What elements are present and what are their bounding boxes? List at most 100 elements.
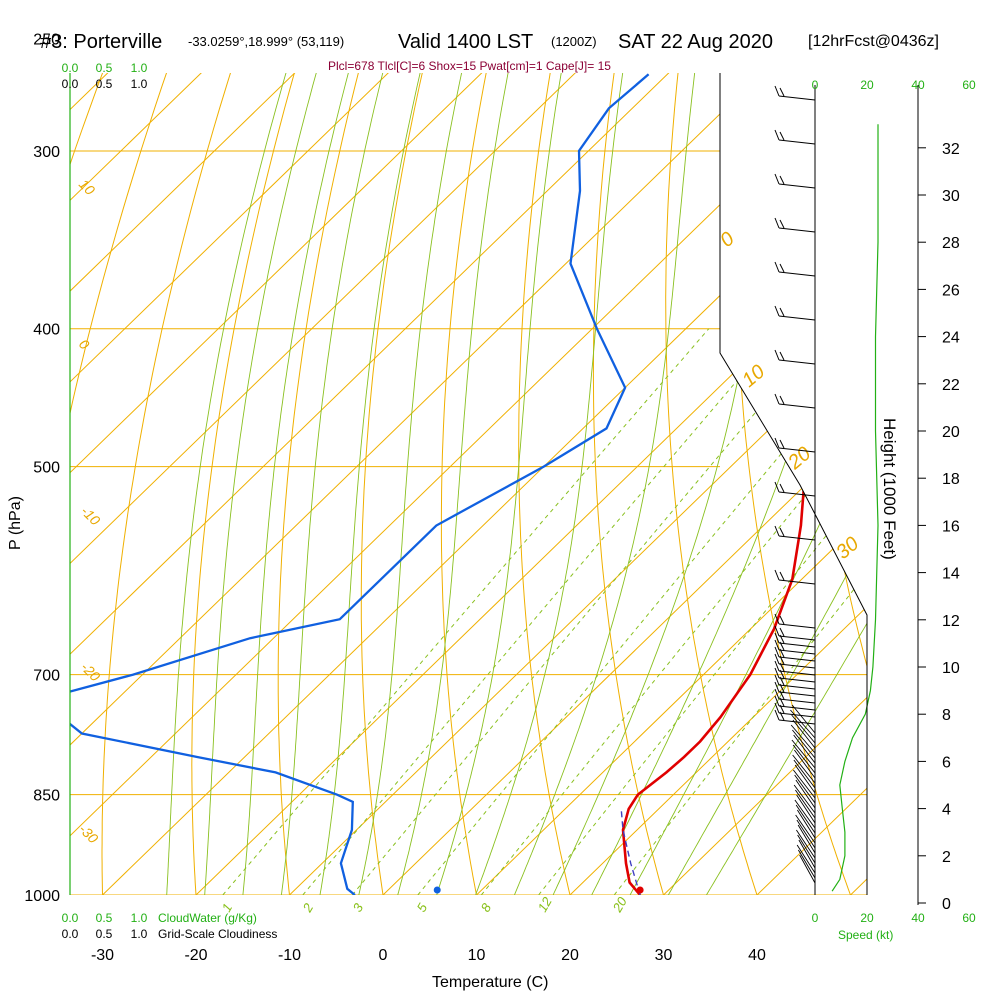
wind-barb-flag xyxy=(779,571,785,581)
wind-barb-flag xyxy=(774,702,780,714)
wind-barb-flag xyxy=(774,217,780,229)
moist-adiabat xyxy=(650,73,867,895)
speed-scale-bottom: 60 xyxy=(962,911,976,925)
height-tick-label: 10 xyxy=(942,660,960,677)
wind-barb-staff xyxy=(778,691,816,697)
wind-barb-staff xyxy=(778,403,816,409)
temperature-tick-label: -10 xyxy=(278,947,301,964)
wind-barb-staff xyxy=(778,677,816,683)
temperature-tick-label: 0 xyxy=(379,947,388,964)
wind-barb xyxy=(792,754,816,784)
wind-barb-staff xyxy=(793,769,816,799)
mixing-ratio-line xyxy=(351,328,827,895)
pressure-tick-label: 850 xyxy=(33,788,60,805)
moist-adiabat xyxy=(314,73,435,895)
wind-barb-staff xyxy=(796,829,816,859)
isotherm-line xyxy=(70,73,544,895)
wind-barb-flag xyxy=(779,395,785,405)
height-tick-label: 20 xyxy=(942,424,960,441)
isotherm-line xyxy=(258,73,867,895)
pressure-tick-label: 700 xyxy=(33,668,60,685)
isotherm-line xyxy=(70,73,357,895)
valid-time: Valid 1400 LST xyxy=(398,31,533,53)
wind-barb xyxy=(797,809,816,839)
wind-barb xyxy=(794,774,816,804)
wind-barb-flag xyxy=(774,85,780,97)
wind-barb-staff xyxy=(778,271,816,277)
wind-barb-staff xyxy=(778,698,816,704)
wind-barb-staff xyxy=(778,623,816,629)
wind-barb-staff xyxy=(797,834,816,864)
height-tick-label: 16 xyxy=(942,518,960,535)
wind-barb xyxy=(797,824,816,854)
cloudiness-scale-bottom: 0.5 xyxy=(96,927,113,941)
height-tick-label: 26 xyxy=(942,282,960,299)
wind-barb-staff xyxy=(795,789,816,819)
wind-barb-staff xyxy=(794,764,816,794)
speed-scale-top: 40 xyxy=(911,78,925,92)
dewpoint-line xyxy=(70,73,650,895)
wind-barb-flag xyxy=(774,695,780,707)
moist-adiabat xyxy=(426,73,573,895)
wind-barb-flag xyxy=(779,662,785,672)
wind-barb-staff xyxy=(778,315,816,321)
wind-barb-staff xyxy=(778,183,816,189)
wind-barb-flag xyxy=(779,131,785,141)
isotherm-line xyxy=(445,73,867,895)
wind-barb-staff xyxy=(778,663,816,669)
wind-barb-flag xyxy=(774,129,780,141)
isotherm-line xyxy=(70,73,825,895)
wind-barb xyxy=(774,653,816,669)
cloudiness-scale-top: 0.0 xyxy=(62,77,79,91)
wind-barb xyxy=(798,849,816,879)
wind-barb xyxy=(792,719,816,749)
cloudwater-label: CloudWater (g/Kg) xyxy=(158,911,257,925)
wind-barb-staff xyxy=(778,95,816,101)
speed-scale-top: 0 xyxy=(812,78,819,92)
wind-barb-flag xyxy=(779,87,785,97)
isotherm-line xyxy=(632,73,867,895)
pressure-tick-label: 300 xyxy=(33,144,60,161)
wind-barb xyxy=(791,739,816,769)
wind-barb-flag xyxy=(774,349,780,361)
wind-barb-staff xyxy=(796,819,816,849)
wind-barb-staff xyxy=(794,749,816,779)
wind-barb-flag xyxy=(774,613,780,625)
wind-barb xyxy=(799,854,816,884)
wind-barb-staff xyxy=(778,359,816,365)
wind-barb xyxy=(796,844,816,874)
wind-barb-flag xyxy=(774,667,780,679)
wind-barb-flag xyxy=(779,634,785,644)
wind-barb-staff xyxy=(794,774,816,804)
wind-barb xyxy=(795,804,816,834)
temperature-tick-label: -20 xyxy=(184,947,207,964)
cloudiness-label: Grid-Scale Cloudiness xyxy=(158,927,277,941)
wind-barb xyxy=(790,709,816,739)
wind-barb-staff xyxy=(778,535,816,541)
height-tick-label: 30 xyxy=(942,188,960,205)
wind-barb-staff xyxy=(791,704,816,734)
wind-barb-flag xyxy=(779,307,785,317)
wind-barb-staff xyxy=(790,709,816,739)
moist-adiabat xyxy=(201,73,334,895)
wind-barb-flag xyxy=(774,305,780,317)
wind-barb xyxy=(774,261,816,277)
height-tick-label: 12 xyxy=(942,613,960,630)
wind-barb xyxy=(774,129,816,145)
wind-barb-staff xyxy=(792,719,816,749)
wind-barb xyxy=(774,393,816,409)
wind-barb-flag xyxy=(774,261,780,273)
pressure-tick-label: 250 xyxy=(33,31,60,48)
parcel-line xyxy=(620,808,641,895)
cloudiness-scale-bottom: 0.0 xyxy=(62,927,79,941)
valid-date: SAT 22 Aug 2020 xyxy=(618,31,773,53)
wind-barb-staff xyxy=(796,844,816,874)
wind-barb xyxy=(794,749,816,779)
wind-barb xyxy=(793,759,816,789)
wind-barb-flag xyxy=(779,439,785,449)
wind-barb-staff xyxy=(798,849,816,879)
wind-barb xyxy=(774,702,816,718)
wind-barb xyxy=(774,349,816,365)
wind-barb xyxy=(795,779,816,809)
